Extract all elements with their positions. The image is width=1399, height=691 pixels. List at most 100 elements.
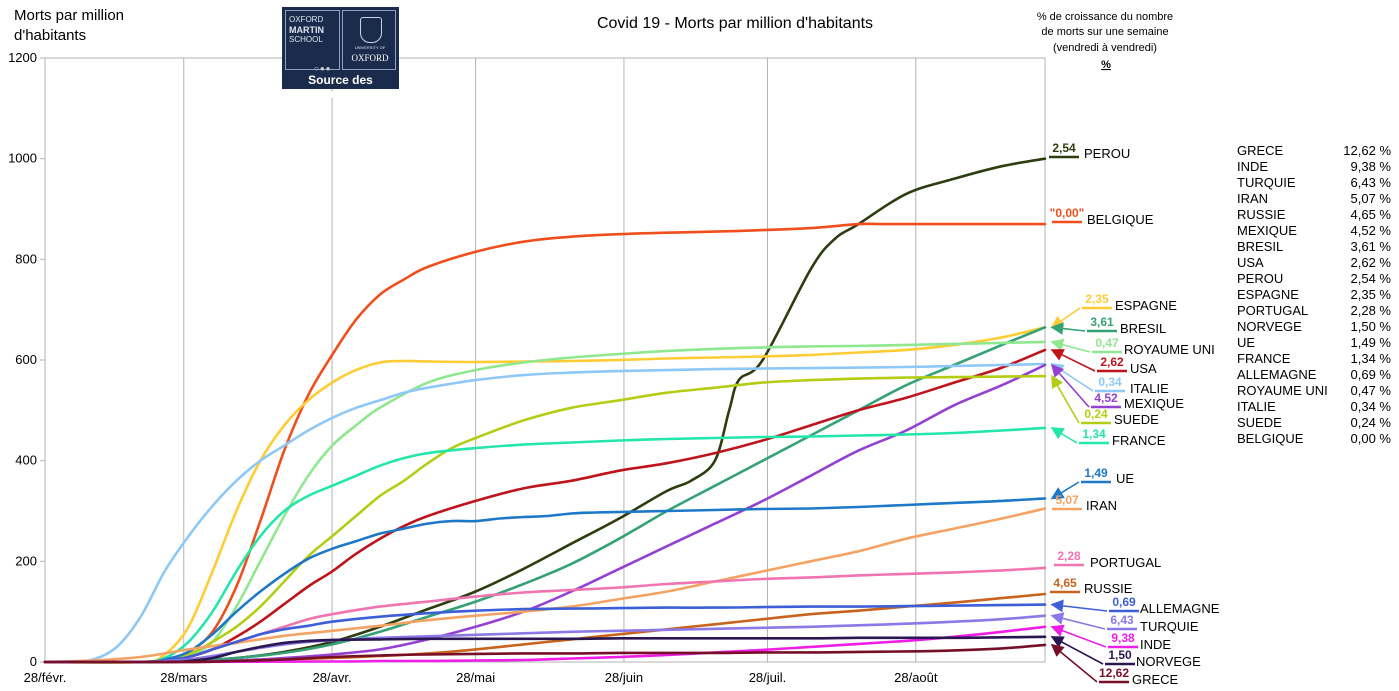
series-line-italie xyxy=(43,362,1047,664)
series-name-label: USA xyxy=(1130,361,1157,376)
series-pointer-arrow xyxy=(1050,643,1098,683)
growth-table-row: FRANCE 1,34 % xyxy=(1237,351,1391,367)
series-name-label: ESPAGNE xyxy=(1115,298,1177,313)
growth-table-pct: 2,28 % xyxy=(1350,303,1391,318)
growth-table-pct: 1,50 % xyxy=(1350,319,1391,334)
growth-table-row: SUEDE 0,24 % xyxy=(1237,415,1391,431)
series-growth-label: 6,43 xyxy=(1110,613,1134,627)
crest-icon xyxy=(360,17,382,43)
growth-table-country: NORVEGE xyxy=(1237,319,1302,334)
growth-table-pct: 3,61 % xyxy=(1350,239,1391,254)
series-line-france xyxy=(43,426,1047,664)
university-of-oxford-mark: UNIVERSITY OF OXFORD xyxy=(342,10,396,70)
x-axis: 28/févr. 28/mars 28/avr. 28/mai 28/juin 28/ju… xyxy=(24,670,938,685)
series-annotation-france: 1,34 FRANCE xyxy=(1050,427,1166,448)
series-line-inde xyxy=(43,625,1047,664)
logo-line-3: SCHOOL xyxy=(289,35,323,44)
series-annotation-norvege: 1,50 NORVEGE xyxy=(1050,636,1201,669)
y-tick-label: 400 xyxy=(15,453,37,468)
growth-table-pct: 2,35 % xyxy=(1350,287,1391,302)
series-annotation-mexique: 4,52 MEXIQUE xyxy=(1050,363,1184,411)
growth-table-row: ALLEMAGNE 0,69 % xyxy=(1237,367,1391,383)
growth-table-pct: 12,62 % xyxy=(1343,143,1391,158)
series-line-norvege xyxy=(43,635,1047,664)
series-pointer-arrow xyxy=(1050,307,1081,329)
series-growth-label: 4,52 xyxy=(1094,391,1118,405)
growth-table-row: IRAN 5,07 % xyxy=(1237,191,1391,207)
series-annotation-iran: 5,07 IRAN xyxy=(1052,493,1117,513)
series-growth-label: 0,47 xyxy=(1095,336,1119,350)
growth-table-country: SUEDE xyxy=(1237,415,1282,430)
series-line-espagne xyxy=(43,326,1047,664)
growth-table-row: ESPAGNE 2,35 % xyxy=(1237,287,1391,303)
series-pointer-arrow xyxy=(1050,338,1091,353)
series-annotation-usa: 2,62 USA xyxy=(1050,349,1157,376)
growth-table-row: PEROU 2,54 % xyxy=(1237,271,1391,287)
x-tick-label: 28/juin xyxy=(605,670,643,685)
x-tick-label: 28/juil. xyxy=(749,670,787,685)
series-name-label: SUEDE xyxy=(1114,412,1159,427)
series-growth-label: "0,00" xyxy=(1050,206,1085,220)
growth-table-row: UE 1,49 % xyxy=(1237,335,1391,351)
series-pointer-arrow xyxy=(1050,427,1078,444)
growth-header-line-3: (vendredi à vendredi) xyxy=(1053,42,1157,54)
y-tick-label: 600 xyxy=(15,352,37,367)
growth-table-row: BRESIL 3,61 % xyxy=(1237,239,1391,255)
series-annotation-suede: 0,24 SUEDE xyxy=(1051,374,1159,427)
series-growth-label: 2,28 xyxy=(1057,549,1081,563)
growth-table-country: ITALIE xyxy=(1237,399,1276,414)
growth-table-country: RUSSIE xyxy=(1237,207,1286,222)
series-name-label: ALLEMAGNE xyxy=(1140,601,1220,616)
growth-table-pct: 0,00 % xyxy=(1350,431,1391,446)
growth-table-row: INDE 9,38 % xyxy=(1237,159,1391,175)
series-pointer-arrow xyxy=(1050,612,1106,630)
series-annotation-royaume-uni: 0,47 ROYAUME UNI xyxy=(1050,336,1215,357)
growth-table-row: ITALIE 0,34 % xyxy=(1237,399,1391,415)
x-tick-label: 28/févr. xyxy=(24,670,67,685)
growth-header-line-1: % de croissance du nombre xyxy=(1037,11,1173,23)
series-name-label: PEROU xyxy=(1084,146,1130,161)
y-tick-label: 0 xyxy=(30,654,37,669)
growth-table-row: USA 2,62 % xyxy=(1237,255,1391,271)
growth-table-country: ROYAUME UNI xyxy=(1237,383,1328,398)
y-axis: 0 200 400 600 800 1000 1200 xyxy=(8,50,45,669)
growth-table-country: FRANCE xyxy=(1237,351,1291,366)
data-source-caption: Source des données xyxy=(308,73,373,101)
y-tick-label: 1200 xyxy=(8,50,37,65)
series-annotation-italie: 0,34 ITALIE xyxy=(1050,363,1169,396)
series-growth-label: 4,65 xyxy=(1053,576,1077,590)
series-growth-label: 3,61 xyxy=(1090,315,1114,329)
growth-table-row: PORTUGAL 2,28 % xyxy=(1237,303,1391,319)
growth-table: GRECE 12,62 % INDE 9,38 % TURQUIE 6,43 % IRAN 5… xyxy=(1237,143,1391,447)
series-annotation-ue: 1,49 UE xyxy=(1050,466,1134,500)
growth-table-country: INDE xyxy=(1237,159,1269,174)
series-line-turquie xyxy=(43,614,1047,664)
growth-table-country: ESPAGNE xyxy=(1237,287,1299,302)
growth-table-pct: 9,38 % xyxy=(1350,159,1391,174)
series-pointer-arrow xyxy=(1050,599,1108,613)
series-name-label: MEXIQUE xyxy=(1124,396,1184,411)
growth-table-country: PEROU xyxy=(1237,271,1284,286)
growth-table-pct: 2,62 % xyxy=(1350,255,1391,270)
growth-table-row: TURQUIE 6,43 % xyxy=(1237,175,1391,191)
growth-table-pct: 0,47 % xyxy=(1350,383,1391,398)
series-name-label: BRESIL xyxy=(1120,321,1166,336)
series-annotation-allemagne: 0,69 ALLEMAGNE xyxy=(1050,595,1220,616)
series-growth-label: 2,35 xyxy=(1085,292,1109,306)
growth-table-country: ALLEMAGNE xyxy=(1237,367,1317,382)
series-name-label: PORTUGAL xyxy=(1090,555,1161,570)
growth-table-country: UE xyxy=(1237,335,1256,350)
series-annotation-grece: 12,62 GRECE xyxy=(1050,643,1179,687)
series-pointer-arrow xyxy=(1050,322,1086,335)
y-tick-label: 1000 xyxy=(8,151,37,166)
growth-table-country: PORTUGAL xyxy=(1237,303,1309,318)
growth-header-line-2: de morts sur une semaine xyxy=(1041,26,1168,38)
logo-line-1: OXFORD xyxy=(289,15,324,24)
series-annotation-belgique: "0,00" BELGIQUE xyxy=(1050,206,1154,227)
series-growth-label: 0,24 xyxy=(1084,407,1108,421)
series-line-belgique xyxy=(43,222,1047,664)
series-name-label: BELGIQUE xyxy=(1087,212,1154,227)
series-line-bresil xyxy=(43,326,1047,664)
series-growth-label: 2,54 xyxy=(1052,141,1076,155)
series-name-label: IRAN xyxy=(1086,498,1117,513)
